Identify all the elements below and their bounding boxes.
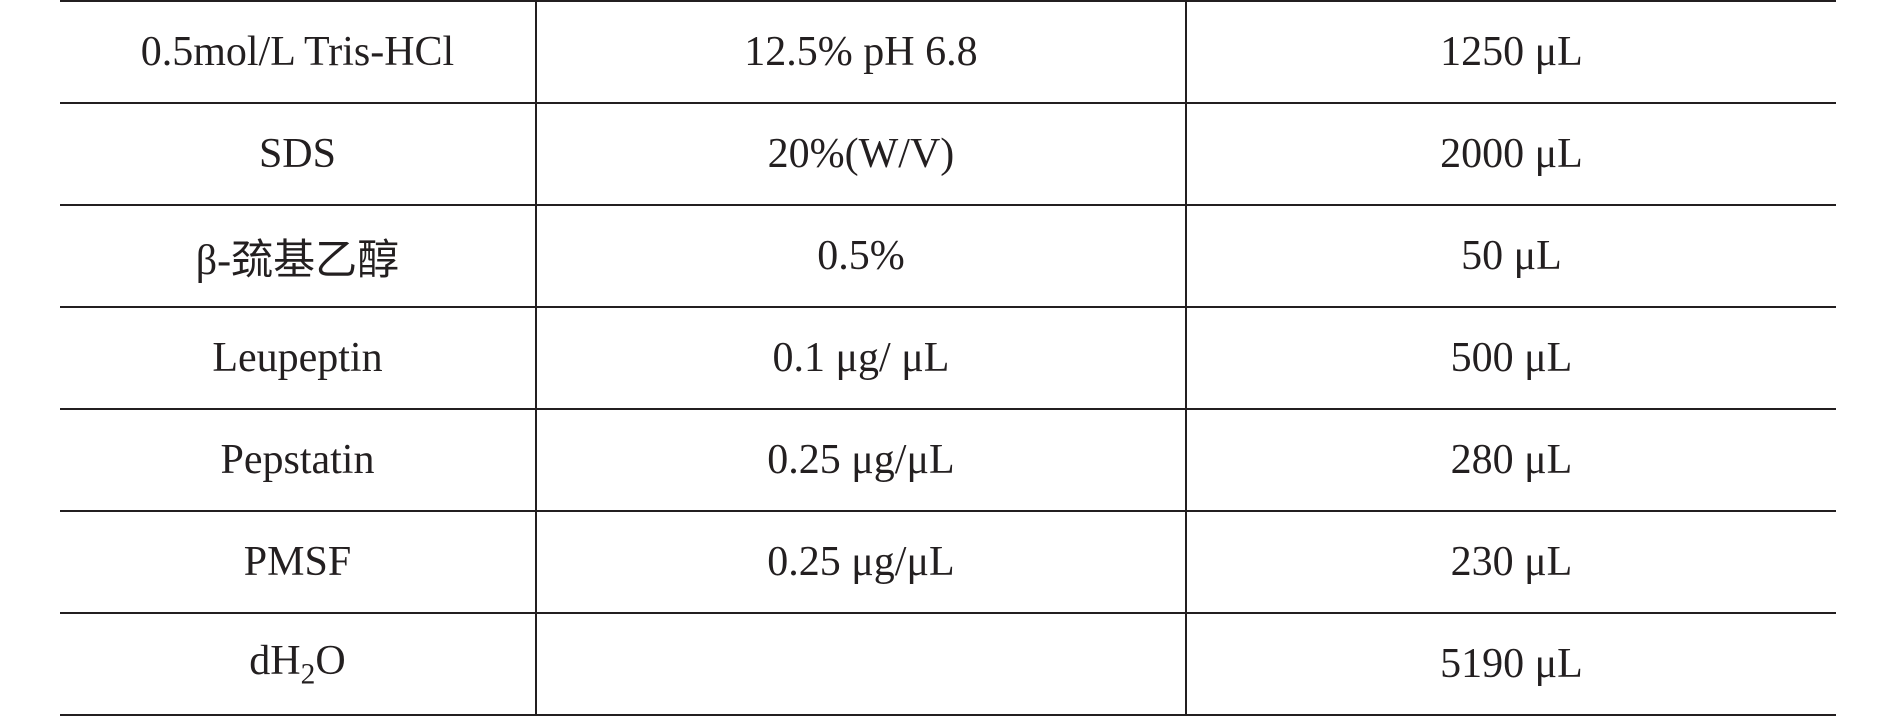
cell-component: β-巯基乙醇 xyxy=(60,205,536,307)
reagent-table: 0.5mol/L Tris-HCl 12.5% pH 6.8 1250 μL S… xyxy=(60,0,1836,716)
cell-component: 0.5mol/L Tris-HCl xyxy=(60,1,536,103)
cell-concentration: 20%(W/V) xyxy=(536,103,1186,205)
table-body: 0.5mol/L Tris-HCl 12.5% pH 6.8 1250 μL S… xyxy=(60,1,1836,715)
cell-component: Pepstatin xyxy=(60,409,536,511)
cell-concentration: 0.5% xyxy=(536,205,1186,307)
cell-volume: 2000 μL xyxy=(1186,103,1836,205)
cell-component: Leupeptin xyxy=(60,307,536,409)
table-row: PMSF 0.25 μg/μL 230 μL xyxy=(60,511,1836,613)
table-row: SDS 20%(W/V) 2000 μL xyxy=(60,103,1836,205)
cell-concentration xyxy=(536,613,1186,715)
cell-component: PMSF xyxy=(60,511,536,613)
cell-volume: 280 μL xyxy=(1186,409,1836,511)
cell-volume: 1250 μL xyxy=(1186,1,1836,103)
cell-concentration: 0.25 μg/μL xyxy=(536,511,1186,613)
table-row: β-巯基乙醇 0.5% 50 μL xyxy=(60,205,1836,307)
cell-volume: 230 μL xyxy=(1186,511,1836,613)
table-container: 0.5mol/L Tris-HCl 12.5% pH 6.8 1250 μL S… xyxy=(0,0,1896,716)
cell-concentration: 0.1 μg/ μL xyxy=(536,307,1186,409)
table-row: Pepstatin 0.25 μg/μL 280 μL xyxy=(60,409,1836,511)
cell-concentration: 12.5% pH 6.8 xyxy=(536,1,1186,103)
cell-volume: 5190 μL xyxy=(1186,613,1836,715)
table-row: 0.5mol/L Tris-HCl 12.5% pH 6.8 1250 μL xyxy=(60,1,1836,103)
cell-volume: 50 μL xyxy=(1186,205,1836,307)
cell-component: dH2O xyxy=(60,613,536,715)
cell-component: SDS xyxy=(60,103,536,205)
table-row: Leupeptin 0.1 μg/ μL 500 μL xyxy=(60,307,1836,409)
cell-volume: 500 μL xyxy=(1186,307,1836,409)
cell-concentration: 0.25 μg/μL xyxy=(536,409,1186,511)
table-row: dH2O 5190 μL xyxy=(60,613,1836,715)
